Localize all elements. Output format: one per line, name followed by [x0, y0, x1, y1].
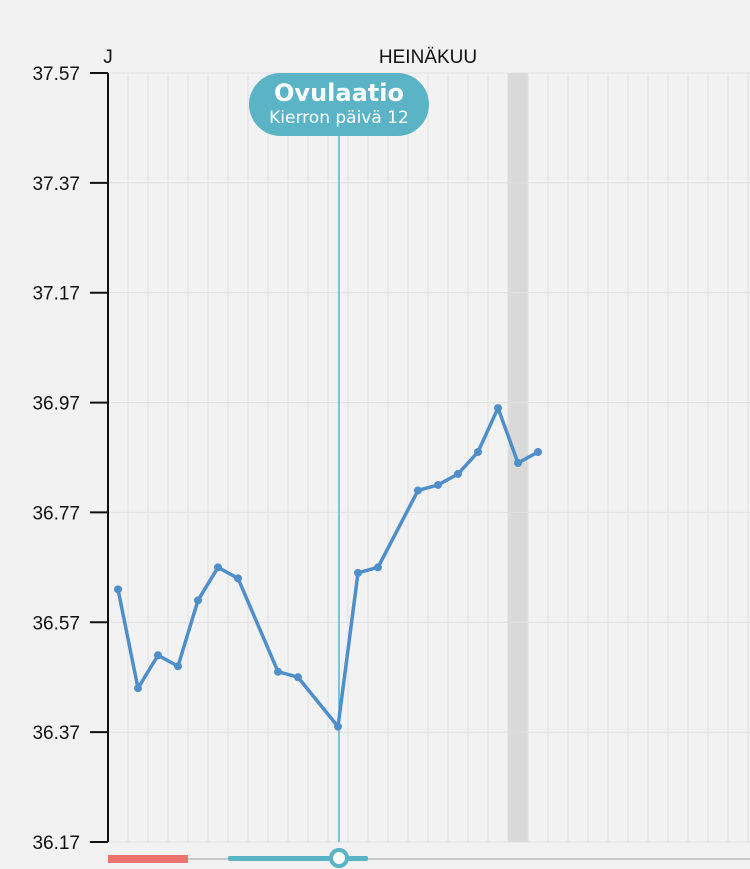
- y-tick-label: 36.17: [32, 833, 80, 854]
- temperature-point[interactable]: [274, 667, 282, 676]
- period-bar: [108, 855, 188, 863]
- y-tick-label: 36.57: [32, 613, 80, 634]
- temperature-point[interactable]: [194, 596, 202, 605]
- y-tick-label: 37.37: [32, 174, 80, 195]
- y-tick-label: 36.97: [32, 394, 80, 415]
- plot-area: [108, 73, 750, 842]
- y-tick-label: 37.17: [32, 284, 80, 305]
- temperature-point[interactable]: [114, 585, 122, 594]
- ovulation-subtitle: Kierron päivä 12: [269, 108, 409, 128]
- month-label-previous: J: [103, 47, 113, 68]
- temperature-point[interactable]: [134, 684, 142, 693]
- temperature-point[interactable]: [474, 448, 482, 457]
- temperature-point[interactable]: [214, 563, 222, 572]
- temperature-point[interactable]: [154, 651, 162, 660]
- temperature-point[interactable]: [434, 480, 442, 489]
- ovulation-marker[interactable]: [329, 848, 349, 868]
- ovulation-badge[interactable]: Ovulaatio Kierron päivä 12: [249, 73, 429, 136]
- y-tick-label: 36.37: [32, 723, 80, 744]
- temperature-point[interactable]: [414, 486, 422, 495]
- temperature-point[interactable]: [534, 448, 542, 457]
- temperature-point[interactable]: [374, 563, 382, 572]
- y-tick-label: 36.77: [32, 503, 80, 524]
- y-tick-label: 37.57: [32, 64, 80, 85]
- temperature-point[interactable]: [294, 673, 302, 682]
- month-label-current: HEINÄKUU: [379, 47, 477, 68]
- temperature-point[interactable]: [514, 458, 522, 467]
- temperature-point[interactable]: [334, 722, 342, 731]
- temperature-point[interactable]: [494, 404, 502, 413]
- temperature-point[interactable]: [234, 574, 242, 583]
- temperature-point[interactable]: [174, 662, 182, 671]
- temperature-point[interactable]: [354, 568, 362, 577]
- ovulation-title: Ovulaatio: [274, 79, 404, 107]
- today-column: [508, 73, 528, 842]
- temperature-point[interactable]: [454, 469, 462, 478]
